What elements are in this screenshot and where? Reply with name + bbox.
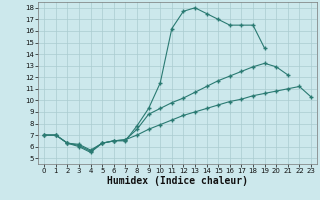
X-axis label: Humidex (Indice chaleur): Humidex (Indice chaleur) (107, 176, 248, 186)
